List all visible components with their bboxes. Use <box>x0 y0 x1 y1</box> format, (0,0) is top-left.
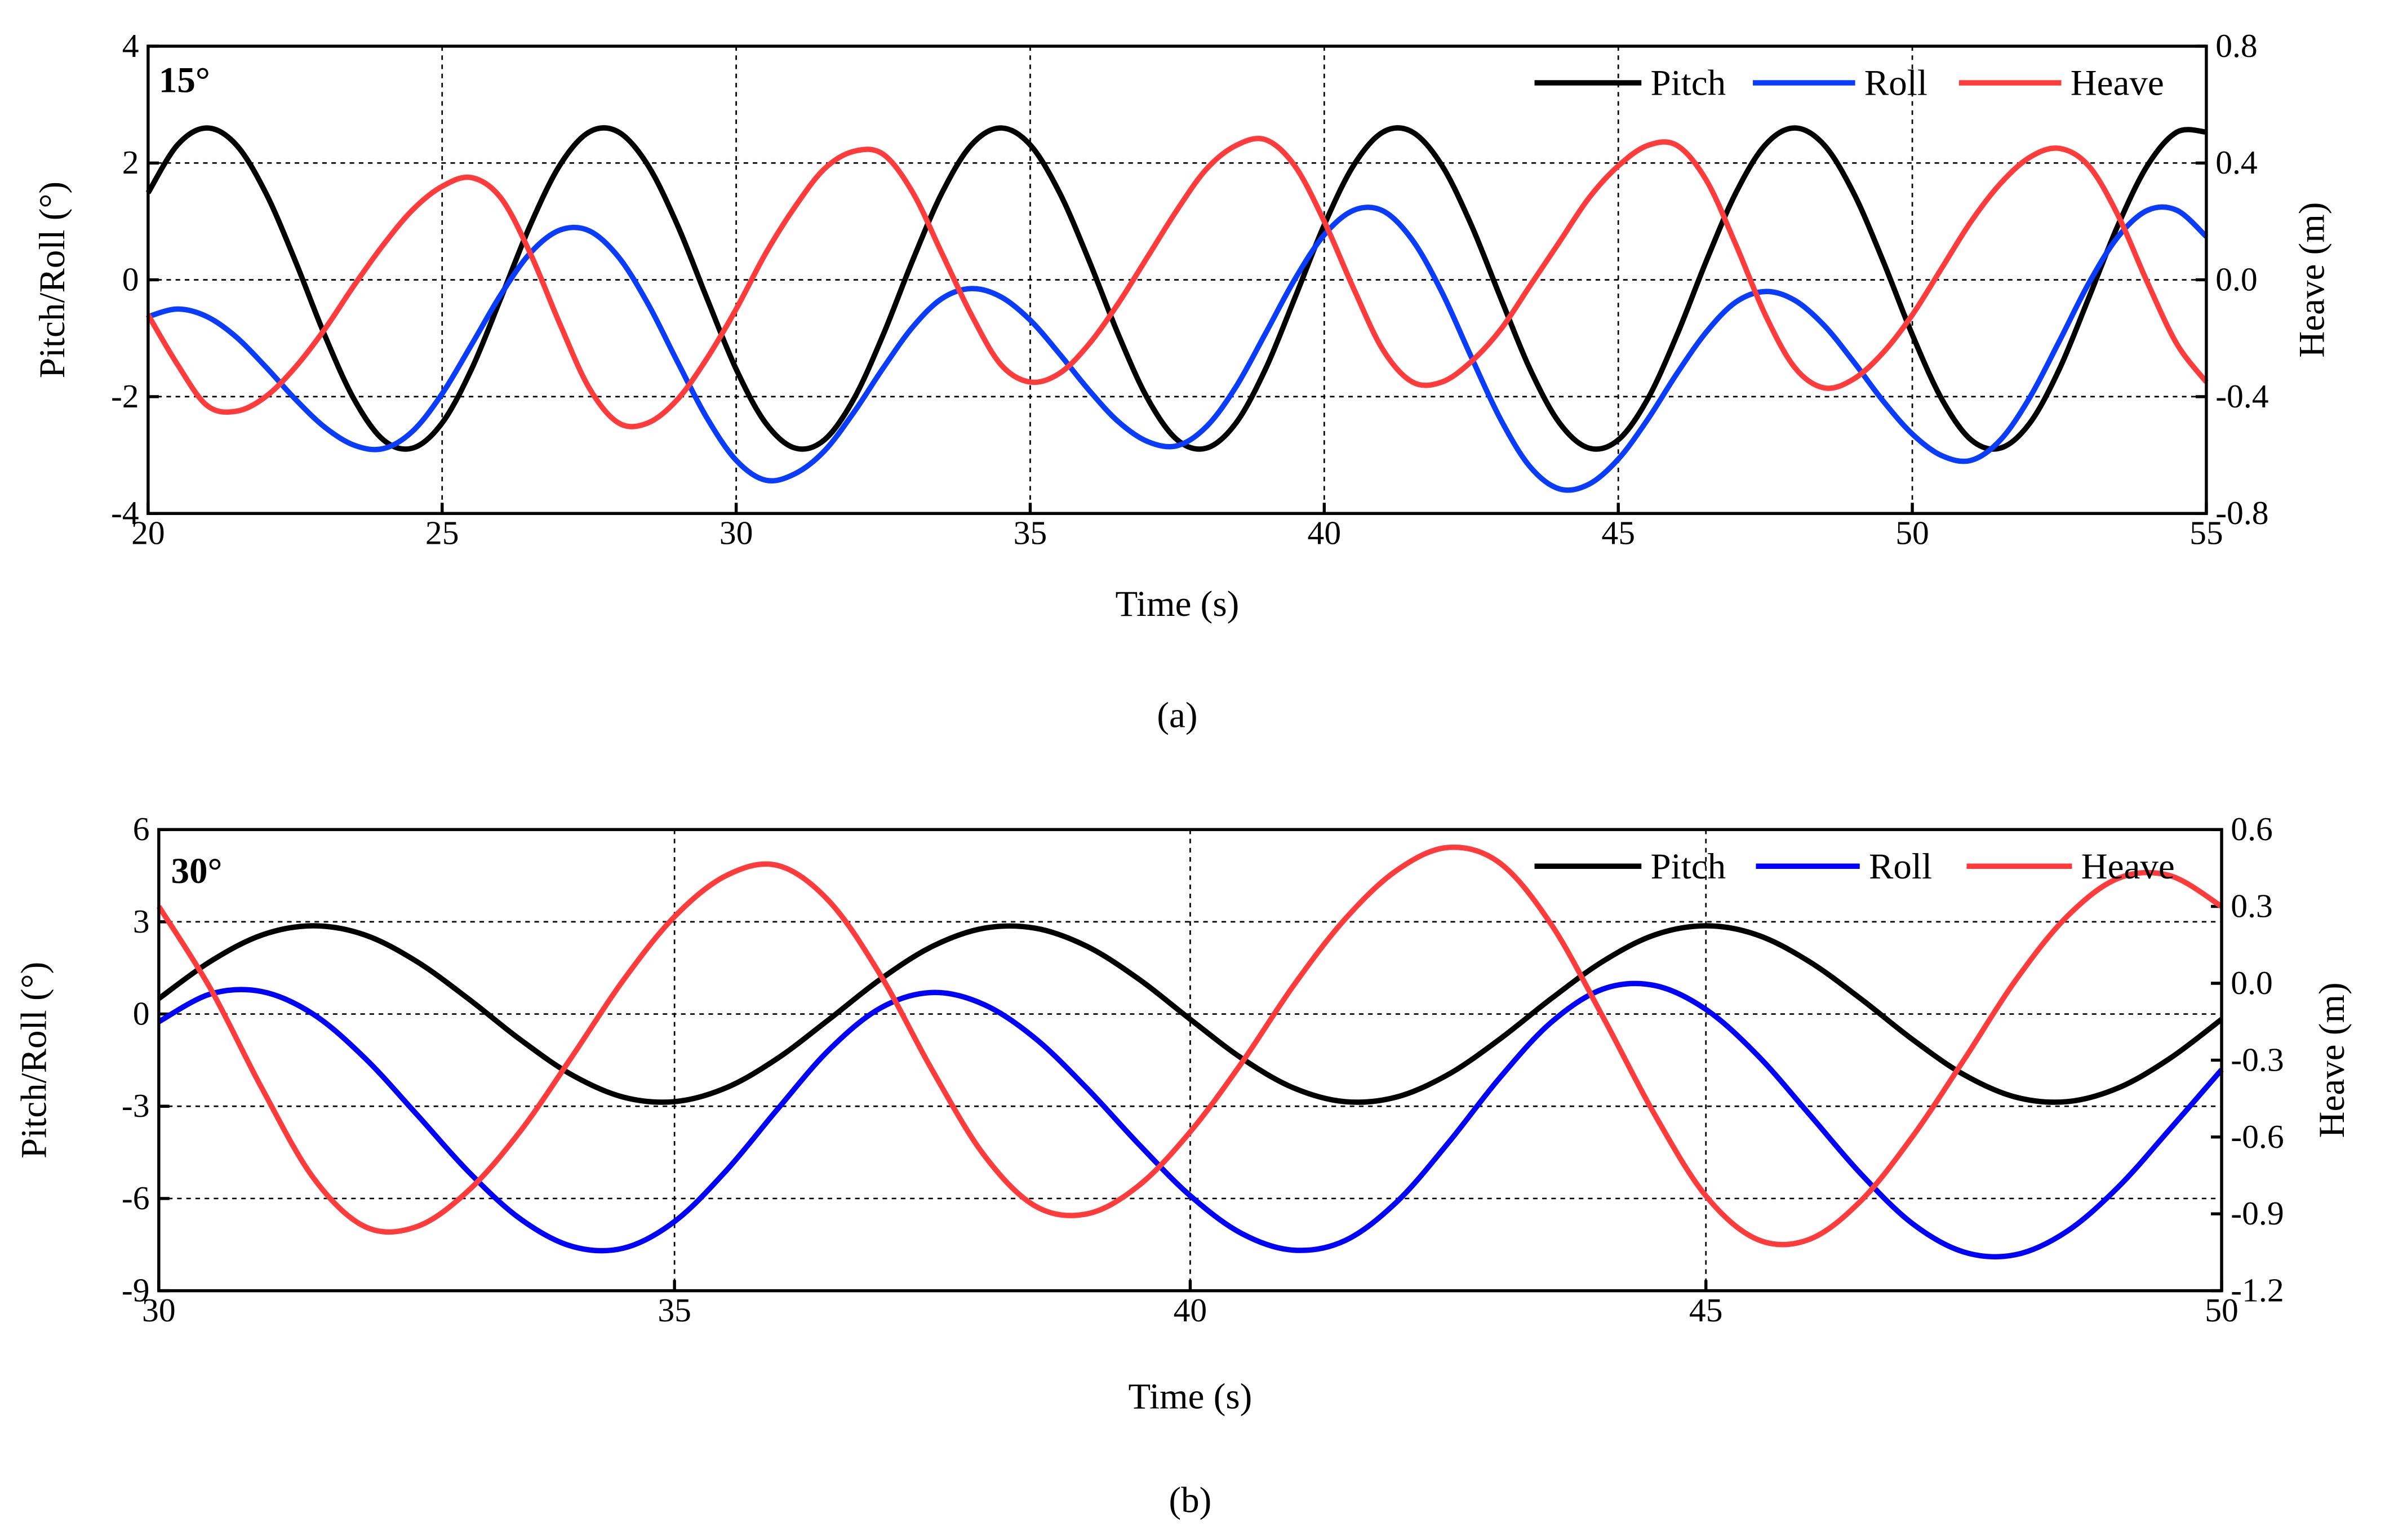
y-tick-label: 0 <box>133 995 150 1032</box>
y-tick-label: 6 <box>133 810 150 847</box>
y-tick-label: -9 <box>122 1272 150 1309</box>
series-line <box>145 125 2207 452</box>
x-tick-label: 20 <box>131 514 165 551</box>
x-tick-label: 55 <box>2189 514 2223 551</box>
y2-tick-label: -0.6 <box>2231 1118 2284 1155</box>
legend-label: Pitch <box>1650 846 1726 887</box>
y2-tick-label: 0.8 <box>2215 27 2258 64</box>
series-line <box>156 844 2223 1248</box>
legend-label: Pitch <box>1650 63 1726 104</box>
y-tick-label: 2 <box>122 144 139 181</box>
y2-axis-title: Heave (m) <box>2312 982 2352 1138</box>
x-tick-label: 50 <box>1895 514 1929 551</box>
x-tick-label: 40 <box>1308 514 1342 551</box>
x-tick-label: 45 <box>1601 514 1635 551</box>
y2-tick-label: 0.6 <box>2231 810 2273 847</box>
x-axis-title: Time (s) <box>1116 584 1240 624</box>
panel-caption: (a) <box>1157 695 1197 736</box>
y-tick-label: -4 <box>111 494 139 531</box>
x-tick-label: 35 <box>1014 514 1047 551</box>
y2-axis-title: Heave (m) <box>2292 202 2333 358</box>
y-tick-label: 4 <box>122 27 139 64</box>
y2-tick-label: 0.0 <box>2215 261 2258 298</box>
y2-tick-label: -0.8 <box>2215 494 2268 531</box>
y-tick-label: 0 <box>122 261 139 298</box>
y-tick-label: -6 <box>122 1179 150 1217</box>
x-tick-label: 30 <box>142 1292 176 1329</box>
x-tick-label: 35 <box>658 1292 691 1329</box>
panel-annotation: 15° <box>159 60 210 100</box>
panel-caption: (b) <box>1169 1480 1212 1521</box>
y2-tick-label: -0.3 <box>2231 1041 2284 1078</box>
plot-frame <box>157 828 2223 1293</box>
y-axis-title: Pitch/Roll (°) <box>32 181 73 378</box>
plot-frame <box>146 45 2208 515</box>
legend-label: Heave <box>2071 63 2164 104</box>
x-tick-label: 30 <box>720 514 753 551</box>
y2-tick-label: -1.2 <box>2231 1272 2284 1309</box>
x-tick-label: 40 <box>1174 1292 1207 1329</box>
y-tick-label: -2 <box>111 378 139 415</box>
panel-annotation: 30° <box>171 851 223 891</box>
legend-label: Roll <box>1869 846 1932 887</box>
x-tick-label: 45 <box>1689 1292 1723 1329</box>
y2-tick-label: 0.3 <box>2231 887 2273 925</box>
x-tick-label: 25 <box>425 514 459 551</box>
panel: 20 25 30 35 40 45 50 55 -4 -2 0 2 4 -0.8 -0.4 0.0 0.4 0.8… <box>32 27 2333 736</box>
panel: 30 35 40 45 50 -9 -6 -3 0 3 6 -1.2 -0.9 -0.6 -0.3 0.0 0.… <box>14 810 2352 1520</box>
y-tick-label: 3 <box>133 903 150 940</box>
legend-label: Heave <box>2081 846 2175 887</box>
series-line <box>145 135 2209 429</box>
series-line <box>157 923 2223 1105</box>
y2-tick-label: 0.4 <box>2215 144 2258 181</box>
y-axis-title: Pitch/Roll (°) <box>14 962 54 1159</box>
y2-tick-label: -0.4 <box>2215 378 2268 415</box>
y2-tick-label: -0.9 <box>2231 1195 2284 1232</box>
x-axis-title: Time (s) <box>1129 1376 1253 1417</box>
y2-tick-label: 0.0 <box>2231 964 2273 1001</box>
series-line <box>147 204 2209 493</box>
y-tick-label: -3 <box>122 1087 150 1124</box>
legend-label: Roll <box>1864 63 1927 104</box>
x-tick-label: 50 <box>2205 1292 2239 1329</box>
series-line <box>157 980 2224 1260</box>
